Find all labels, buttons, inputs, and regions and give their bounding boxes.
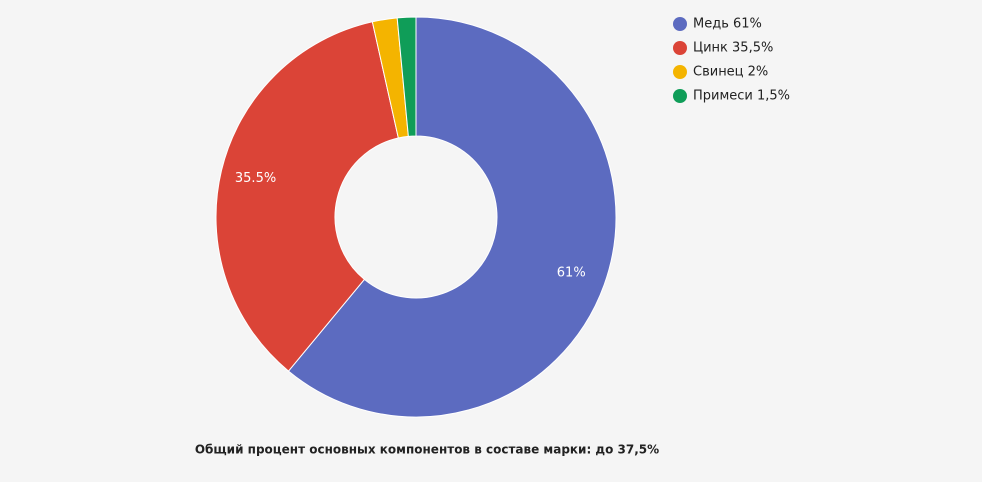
- legend-label: Медь 61%: [693, 17, 762, 32]
- legend-swatch: [673, 17, 687, 31]
- slice: [287, 16, 617, 418]
- slice-label: 35.5%: [235, 171, 276, 186]
- slice: [215, 21, 399, 372]
- legend-swatch: [673, 89, 687, 103]
- slice-label: 61%: [557, 265, 586, 280]
- caption: Общий процент основных компонентов в сос…: [195, 443, 659, 457]
- legend-swatch: [673, 41, 687, 55]
- legend-swatch: [673, 65, 687, 79]
- legend-label: Примеси 1,5%: [693, 89, 790, 104]
- legend-label: Цинк 35,5%: [693, 41, 773, 56]
- slice: [396, 16, 417, 137]
- legend-label: Свинец 2%: [693, 65, 768, 80]
